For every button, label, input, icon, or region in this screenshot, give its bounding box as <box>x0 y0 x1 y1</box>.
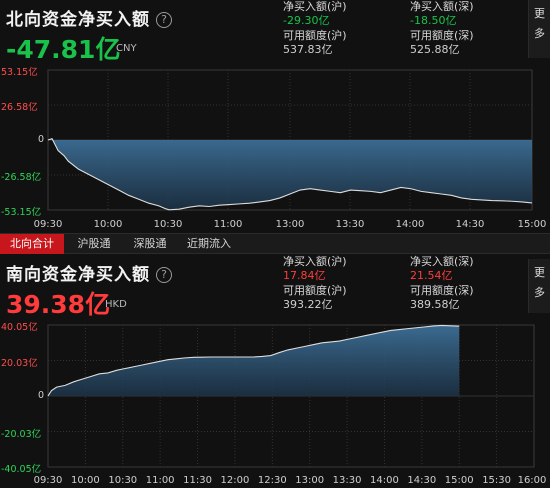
x-tick-label: 10:00 <box>70 475 100 486</box>
y-tick-label: -26.58亿 <box>1 172 42 183</box>
south-sz-avail-label: 可用额度(深) <box>410 284 474 297</box>
north-title: 北向资金净买入额? <box>6 5 172 30</box>
x-tick-label: 09:30 <box>33 475 63 486</box>
south-chart-svg <box>47 324 535 468</box>
x-tick-label: 14:00 <box>370 475 399 486</box>
y-tick-label: 26.58亿 <box>1 102 38 113</box>
south-sz-avail-value: 389.58亿 <box>410 298 460 311</box>
north-sz-net-value: -18.50亿 <box>410 14 457 27</box>
x-tick-label: 10:30 <box>108 475 138 486</box>
y-tick-label: -53.15亿 <box>1 207 42 218</box>
x-tick-label: 14:30 <box>455 219 485 230</box>
x-tick-label: 13:00 <box>295 475 325 486</box>
north-chart: 53.15亿 26.58亿 0 -26.58亿 -53.15亿 09:30 10:00 10… <box>0 62 550 233</box>
tab-shanghai-connect[interactable]: 沪股通 <box>77 237 111 250</box>
x-tick-label: 10:00 <box>93 219 123 230</box>
tab-bar: 北向合计 沪股通 深股通 近期流入 <box>0 233 550 254</box>
south-total-value: 39.38亿 <box>6 290 111 319</box>
tab-recent-inflow[interactable]: 近期流入 <box>187 237 231 250</box>
x-tick-label: 15:30 <box>482 475 512 486</box>
north-sh-net-label: 净买入额(沪) <box>283 0 347 13</box>
south-title: 南向资金净买入额? <box>6 260 172 285</box>
x-tick-label: 14:00 <box>395 219 425 230</box>
x-tick-label: 13:30 <box>332 475 362 486</box>
x-tick-label: 09:30 <box>33 219 63 230</box>
y-tick-label: 0 <box>38 390 45 401</box>
question-circle-icon[interactable]: ? <box>156 12 172 28</box>
south-currency: HKD <box>105 299 127 310</box>
y-tick-label: 53.15亿 <box>1 67 38 78</box>
south-sh-avail-value: 393.22亿 <box>283 298 333 311</box>
x-tick-label: 15:00 <box>444 475 474 486</box>
north-panel: 北向资金净买入额? -47.81亿 CNY 净买入额(沪) -29.30亿 可用… <box>0 0 550 64</box>
north-sz-avail-label: 可用额度(深) <box>410 29 474 42</box>
tab-north-total[interactable]: 北向合计 <box>0 234 64 254</box>
south-sz-net-value: 21.54亿 <box>410 269 453 282</box>
north-sh-avail-value: 537.83亿 <box>283 43 333 56</box>
x-tick-label: 13:00 <box>275 219 305 230</box>
south-chart: 40.05亿 20.03亿 0 -20.03亿 -40.05亿 09:30 10:00 10… <box>0 317 550 488</box>
north-sh-net-value: -29.30亿 <box>283 14 330 27</box>
y-tick-label: -40.05亿 <box>1 464 42 475</box>
north-sz-net-label: 净买入额(深) <box>410 0 474 13</box>
x-tick-label: 11:30 <box>183 475 212 486</box>
y-tick-label: 0 <box>38 134 45 145</box>
x-tick-label: 12:00 <box>220 475 250 486</box>
y-tick-label: 40.05亿 <box>1 322 38 333</box>
south-sh-net-value: 17.84亿 <box>283 269 326 282</box>
x-tick-label: 14:30 <box>407 475 437 486</box>
north-sh-avail-label: 可用额度(沪) <box>283 29 347 42</box>
question-circle-icon[interactable]: ? <box>156 267 172 283</box>
north-more-button[interactable]: 更 多 <box>528 0 550 58</box>
south-more-button[interactable]: 更 多 <box>528 259 550 313</box>
south-sz-net-label: 净买入额(深) <box>410 255 474 268</box>
tab-shenzhen-connect[interactable]: 深股通 <box>133 237 167 250</box>
south-panel: 南向资金净买入额? 39.38亿 HKD 净买入额(沪) 17.84亿 可用额度… <box>0 255 550 319</box>
south-sh-net-label: 净买入额(沪) <box>283 255 347 268</box>
north-total-value: -47.81亿 <box>6 35 121 64</box>
x-tick-label: 16:00 <box>517 475 547 486</box>
x-tick-label: 11:00 <box>145 475 175 486</box>
x-tick-label: 12:30 <box>257 475 287 486</box>
y-tick-label: -20.03亿 <box>1 428 42 440</box>
x-tick-label: 15:00 <box>517 219 547 230</box>
south-sh-avail-label: 可用额度(沪) <box>283 284 347 297</box>
series-line <box>47 324 460 397</box>
series-area <box>48 325 460 396</box>
north-currency: CNY <box>116 43 137 54</box>
north-chart-svg <box>47 69 533 211</box>
x-tick-label: 10:30 <box>153 219 183 230</box>
y-tick-label: 20.03亿 <box>1 357 38 369</box>
north-sz-avail-value: 525.88亿 <box>410 43 460 56</box>
series-area <box>48 138 532 210</box>
x-tick-label: 13:30 <box>335 219 365 230</box>
x-tick-label: 11:00 <box>213 219 243 230</box>
series-line <box>47 138 533 211</box>
